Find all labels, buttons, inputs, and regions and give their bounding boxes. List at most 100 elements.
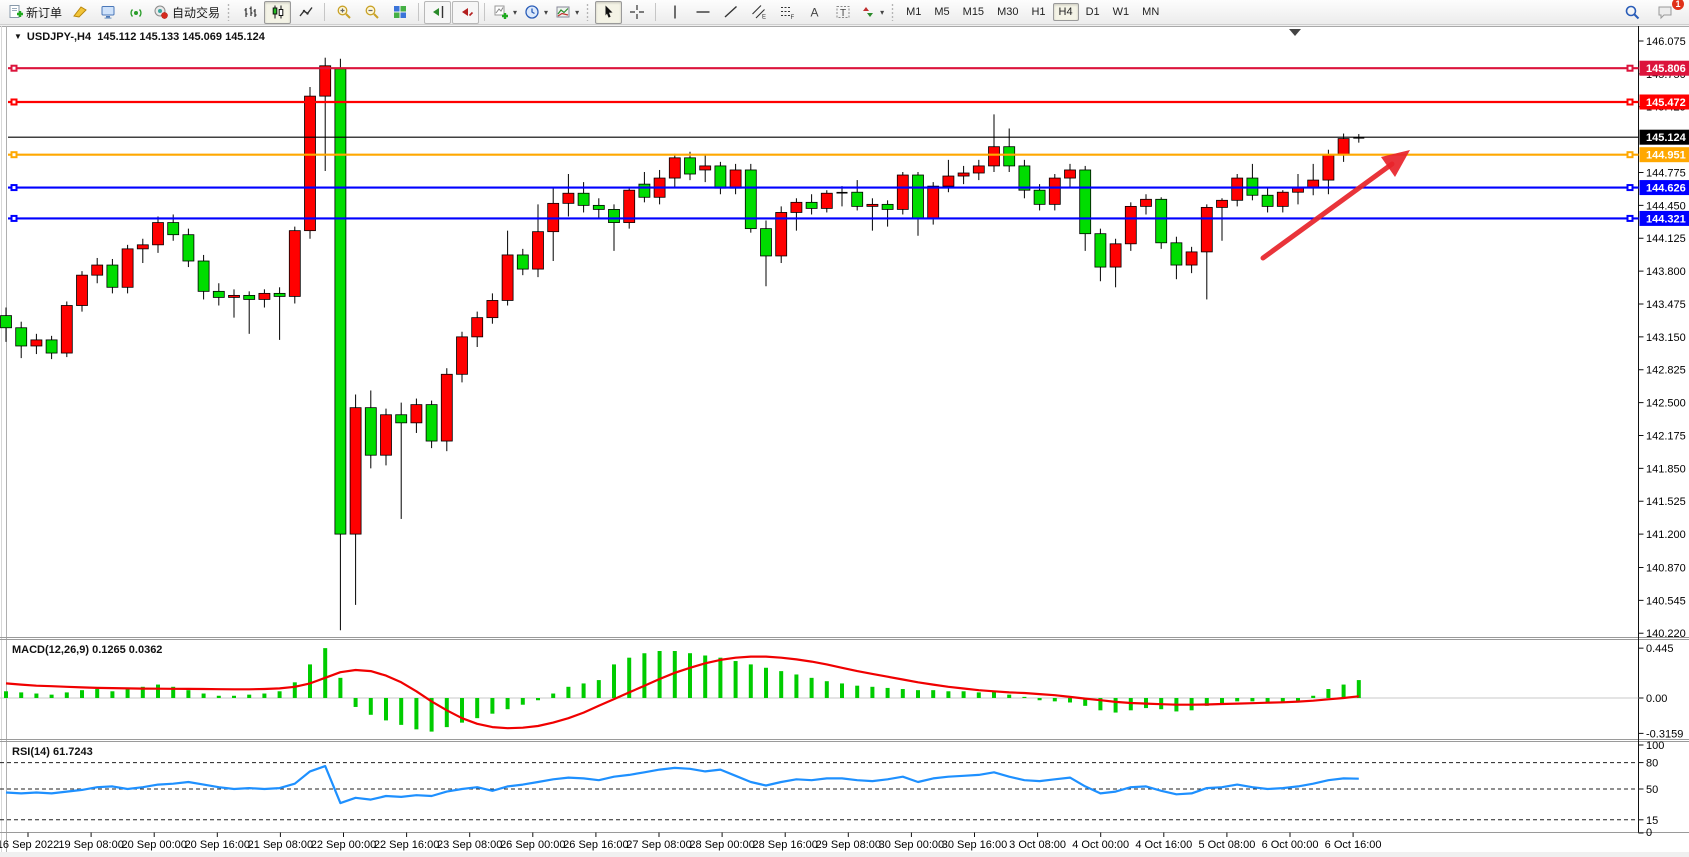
- price-label-badge: [1639, 94, 1689, 110]
- timeframe-m30[interactable]: M30: [997, 6, 1019, 18]
- price-tick-label: 141.200: [1646, 529, 1686, 541]
- fibonacci-tool-button[interactable]: F: [773, 1, 800, 24]
- date-tick-label: 29 Sep 08:00: [816, 839, 881, 851]
- arrows-dropdown-caret[interactable]: ▾: [880, 7, 885, 17]
- date-tick-label: 3 Oct 08:00: [1009, 839, 1066, 851]
- crosshair-tool-button[interactable]: [623, 1, 650, 24]
- macd-indicator-label: MACD(12,26,9) 0.1265 0.0362: [12, 644, 163, 656]
- macd-signal-line: [5, 655, 1359, 730]
- auto-trading-button[interactable]: 自动交易: [150, 1, 223, 24]
- price-tick-label: 144.775: [1646, 167, 1686, 179]
- price-tick-label: 141.850: [1646, 463, 1686, 475]
- candle-body: [927, 185, 940, 219]
- timeframe-m1[interactable]: M1: [906, 6, 922, 18]
- chart-shift-button[interactable]: [424, 0, 452, 24]
- candlestick-style-button[interactable]: [264, 0, 292, 24]
- date-tick-label: 6 Oct 00:00: [1262, 839, 1319, 851]
- notifications-button[interactable]: 1: [1652, 0, 1684, 24]
- candle-body: [1064, 169, 1076, 179]
- timeframe-d1[interactable]: D1: [1085, 6, 1100, 18]
- candle-body: [775, 212, 788, 257]
- price-label-text: 144.626: [1646, 183, 1686, 195]
- equidistant-channel-tool-button[interactable]: E: [745, 1, 772, 24]
- line-chart-style-button[interactable]: [292, 1, 319, 24]
- svg-text:F: F: [790, 15, 794, 20]
- trend-arrow[interactable]: [1260, 161, 1395, 261]
- candle-body: [501, 254, 514, 301]
- timeframe-m5[interactable]: M5: [934, 6, 950, 18]
- indicators-dropdown-caret[interactable]: ▾: [513, 7, 518, 17]
- symbol-dropdown-icon[interactable]: ▼: [14, 32, 22, 41]
- trend-arrow-head[interactable]: [1381, 150, 1410, 177]
- bar-chart-style-button[interactable]: [236, 1, 263, 24]
- price-label-badge: [1639, 147, 1689, 163]
- auto-scroll-button[interactable]: [452, 0, 480, 24]
- candle-body: [714, 165, 727, 189]
- candle-body: [1276, 191, 1289, 207]
- svg-text:A: A: [810, 6, 818, 20]
- price-tick-label: 144.125: [1646, 233, 1686, 245]
- window-bottom-strip: [0, 852, 1689, 857]
- trendline-tool-button[interactable]: [717, 1, 744, 24]
- hline-handle-center: [12, 216, 16, 220]
- candle-body: [1094, 233, 1107, 268]
- candle-body: [456, 336, 468, 375]
- price-label-text: 144.321: [1646, 213, 1686, 225]
- candle-body: [1185, 251, 1198, 266]
- arrows-icon: [863, 7, 874, 17]
- timeframe-h1[interactable]: H1: [1031, 6, 1046, 18]
- candle-body: [516, 254, 529, 270]
- price-tick-label: 144.450: [1646, 200, 1686, 212]
- price-label-badge: [1639, 60, 1689, 76]
- new-order-icon: [9, 5, 23, 18]
- date-tick-label: 21 Sep 08:00: [248, 839, 313, 851]
- candle-body: [1261, 194, 1274, 207]
- chart-window[interactable]: 146.075145.750145.425144.775144.450144.1…: [0, 26, 1689, 857]
- date-tick-label: 19 Sep 08:00: [58, 839, 123, 851]
- text-label-tool-button[interactable]: T: [829, 1, 856, 24]
- text-tool-button[interactable]: A: [801, 1, 828, 24]
- timeframe-w1[interactable]: W1: [1112, 6, 1130, 18]
- tile-windows-button[interactable]: [386, 1, 413, 24]
- search-button[interactable]: [1619, 1, 1646, 24]
- timeframe-m15[interactable]: M15: [962, 6, 985, 18]
- candle-body: [1109, 243, 1122, 268]
- timeframe-h4[interactable]: H4: [1052, 3, 1079, 21]
- chart-background[interactable]: [0, 26, 1689, 857]
- hline-handle-center: [1628, 100, 1632, 104]
- indicators-button[interactable]: ▾: [490, 1, 520, 24]
- timeframe-mn[interactable]: MN: [1142, 6, 1160, 18]
- chart-shift-marker-icon[interactable]: [1289, 29, 1301, 36]
- candle-body: [334, 68, 347, 535]
- auto-scroll-icon: [461, 8, 473, 17]
- terminal-button[interactable]: [94, 1, 121, 24]
- toolbar-grip: [891, 3, 897, 21]
- hline-handle-center: [12, 186, 16, 190]
- candle-body: [30, 339, 43, 347]
- candle-body: [136, 244, 149, 250]
- periods-dropdown-caret[interactable]: ▾: [544, 7, 549, 17]
- date-tick-label: 22 Sep 00:00: [311, 839, 376, 851]
- signals-button[interactable]: [122, 1, 149, 24]
- horizontal-line-tool-button[interactable]: [689, 1, 716, 24]
- cursor-tool-button[interactable]: [595, 0, 623, 24]
- arrows-tool-button[interactable]: ▾: [857, 1, 887, 24]
- zoom-out-button[interactable]: [358, 1, 385, 24]
- main-toolbar: 新订单 自动交易 ▾ ▾: [0, 0, 1689, 25]
- styler-icon: [72, 6, 87, 18]
- macd-tick-label: 0.00: [1646, 693, 1667, 705]
- styler-button[interactable]: [66, 1, 93, 24]
- templates-dropdown-caret[interactable]: ▾: [575, 7, 580, 17]
- candle-body: [562, 192, 575, 204]
- candle-body: [699, 165, 712, 171]
- periods-button[interactable]: ▾: [521, 1, 551, 24]
- rsi-line: [5, 764, 1359, 805]
- new-order-label: 新订单: [26, 5, 63, 20]
- price-chart-canvas[interactable]: 146.075145.750145.425144.775144.450144.1…: [0, 26, 1689, 857]
- templates-button[interactable]: ▾: [552, 1, 582, 24]
- zoom-in-button[interactable]: [330, 1, 357, 24]
- candle-body: [1322, 154, 1335, 181]
- vertical-line-tool-button[interactable]: [661, 1, 688, 24]
- candle-body: [364, 407, 377, 456]
- new-order-button[interactable]: 新订单: [4, 1, 65, 24]
